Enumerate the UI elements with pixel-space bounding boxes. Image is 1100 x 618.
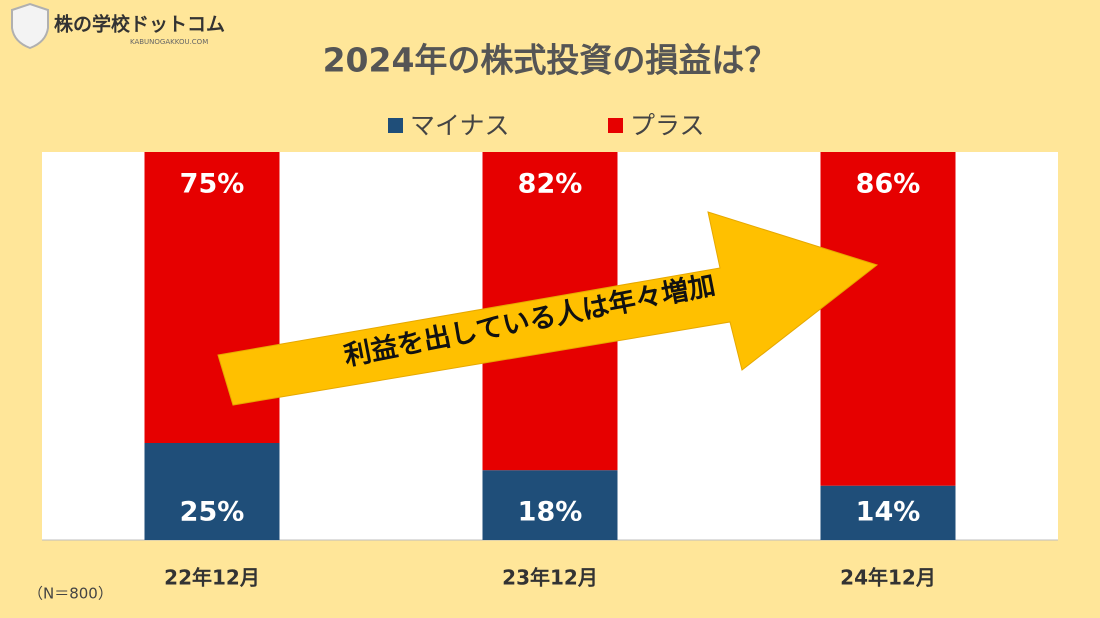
bar — [820, 485, 956, 540]
brand-sub: KABUNOGAKKOU.COM — [130, 38, 208, 46]
bar — [482, 470, 618, 540]
data-label: 75% — [180, 169, 245, 200]
brand: 株の学校ドットコム — [54, 13, 225, 36]
legend-label: マイナス — [410, 111, 510, 140]
bar — [820, 152, 956, 486]
legend-label: プラス — [630, 111, 705, 140]
x-tick-label: 24年12月 — [840, 566, 936, 590]
bar — [144, 443, 280, 540]
note: （N＝800） — [28, 585, 113, 603]
data-label: 86% — [856, 169, 921, 200]
logo-icon — [11, 2, 49, 50]
chart-title: 2024年の株式投資の損益は？ — [323, 41, 778, 80]
legend-swatch — [608, 118, 623, 133]
data-label: 82% — [518, 169, 583, 200]
x-tick-label: 22年12月 — [164, 566, 260, 590]
legend-swatch — [388, 118, 403, 133]
data-label: 14% — [856, 497, 921, 528]
x-tick-label: 23年12月 — [502, 566, 598, 590]
data-label: 25% — [180, 497, 245, 528]
data-label: 18% — [518, 497, 583, 528]
arrow — [217, 211, 879, 406]
